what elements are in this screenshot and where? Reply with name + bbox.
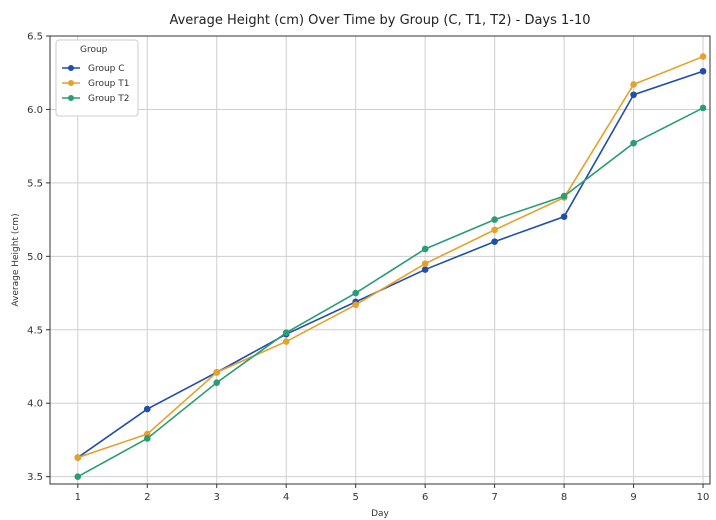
data-point-group-t2 <box>74 473 82 480</box>
y-tick-label: 5.0 <box>27 252 43 263</box>
data-point-group-t2 <box>630 139 637 147</box>
plot-frame <box>49 35 711 485</box>
data-point-group-c <box>143 405 151 413</box>
x-tick-label: 6 <box>422 492 428 503</box>
y-tick-label: 4.0 <box>27 399 43 410</box>
legend: Group Group C Group T1 Group T2 <box>55 39 139 117</box>
legend-label-group-c: Group C <box>88 64 125 74</box>
data-point-group-t1 <box>282 338 290 345</box>
legend-items: Group C Group T1 Group T2 <box>62 64 129 104</box>
data-point-group-t1 <box>352 301 359 309</box>
series-lines <box>74 53 707 480</box>
y-axis-label: Average Height (cm) <box>11 213 21 306</box>
data-point-group-t2 <box>213 379 221 386</box>
x-tick-label: 9 <box>630 492 636 503</box>
data-point-group-t2 <box>560 192 568 200</box>
data-point-group-c <box>421 266 429 273</box>
data-point-group-t2 <box>491 216 498 223</box>
y-tick-label: 3.5 <box>27 472 43 483</box>
legend-marker-group-c <box>68 65 74 71</box>
data-point-group-t1 <box>74 454 82 461</box>
y-tick-label: 6.5 <box>27 32 43 43</box>
legend-label-group-t2: Group T2 <box>88 94 129 104</box>
data-point-group-t1 <box>491 226 498 234</box>
y-tick-label: 6.0 <box>27 105 43 116</box>
grid <box>50 35 710 484</box>
legend-title: Group <box>80 45 108 55</box>
data-point-group-t1 <box>421 260 429 267</box>
x-axis-ticks: 1 2 3 4 5 6 7 8 9 10 <box>75 484 710 503</box>
series-line-group-t2 <box>77 107 704 478</box>
y-tick-label: 4.5 <box>27 325 43 336</box>
x-tick-label: 3 <box>214 492 220 503</box>
series-line-group-c <box>77 70 704 459</box>
x-tick-label: 7 <box>491 492 497 503</box>
legend-box <box>55 39 139 117</box>
series-line-group-t1 <box>77 55 704 459</box>
x-axis-label: Day <box>371 509 389 519</box>
data-point-group-t1 <box>699 53 707 60</box>
x-tick-label: 10 <box>697 492 710 503</box>
data-point-group-c <box>630 91 637 99</box>
x-tick-label: 5 <box>352 492 358 503</box>
data-point-group-c <box>699 67 707 75</box>
x-tick-label: 2 <box>144 492 150 503</box>
x-tick-label: 8 <box>561 492 567 503</box>
data-point-group-c <box>560 213 568 220</box>
y-axis-ticks: 3.5 4.0 4.5 5.0 5.5 6.0 6.5 <box>27 32 50 483</box>
legend-marker-group-t1 <box>68 80 74 86</box>
data-point-group-t2 <box>421 245 429 253</box>
data-point-group-c <box>491 238 498 245</box>
data-point-group-t2 <box>143 435 151 442</box>
data-point-group-t1 <box>630 81 637 88</box>
data-point-group-t2 <box>699 104 707 112</box>
x-tick-label: 4 <box>283 492 289 503</box>
data-point-group-t1 <box>213 369 221 376</box>
legend-label-group-t1: Group T1 <box>88 79 129 89</box>
x-tick-label: 1 <box>75 492 81 503</box>
chart-title: Average Height (cm) Over Time by Group (… <box>169 13 590 28</box>
data-point-group-t2 <box>352 289 359 297</box>
y-tick-label: 5.5 <box>27 178 43 189</box>
data-point-group-t2 <box>282 329 290 337</box>
legend-marker-group-t2 <box>68 95 74 101</box>
